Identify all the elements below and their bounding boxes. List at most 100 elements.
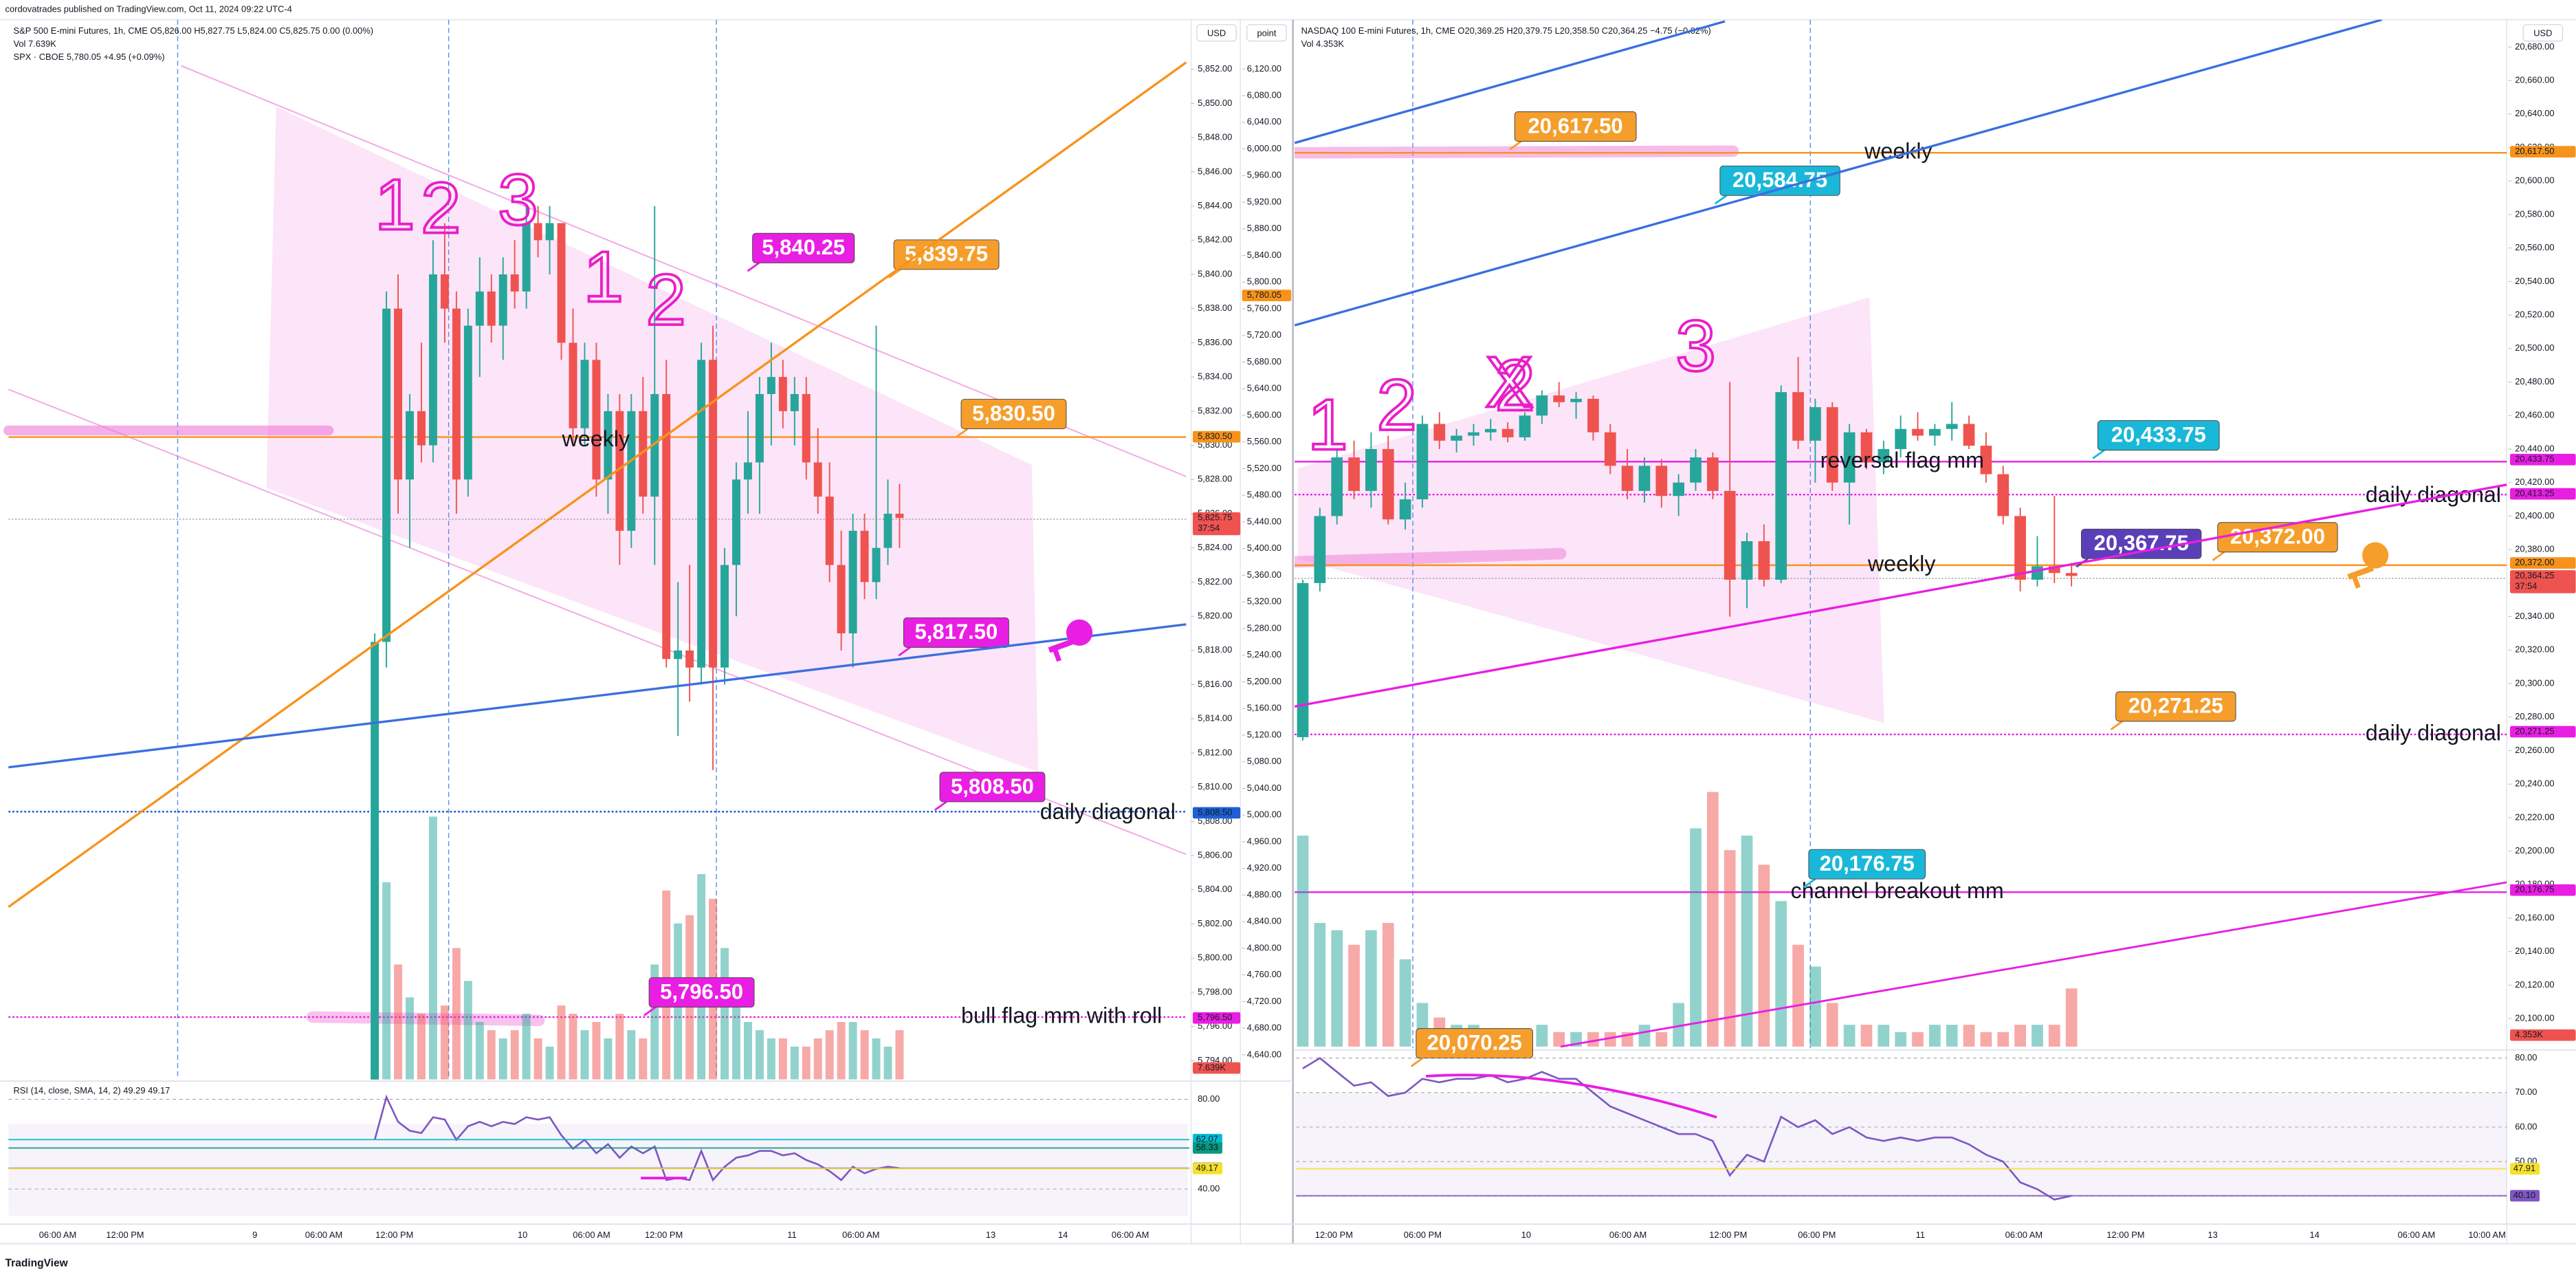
candle-body — [1946, 424, 1958, 429]
candle-body — [848, 530, 857, 633]
y2-tick-label: 5,880.00 — [1247, 223, 1281, 233]
y-tick-label: 20,520.00 — [2515, 309, 2554, 320]
price-box — [2115, 691, 2236, 722]
time-label: 06:00 AM — [1609, 1230, 1647, 1240]
y-tick-label: 20,160.00 — [2515, 912, 2554, 922]
candle-body — [1655, 466, 1668, 497]
y-tick-label: 20,480.00 — [2515, 376, 2554, 386]
annotation-text: daily diagonal — [2366, 720, 2501, 745]
rsi-line — [373, 1094, 900, 1182]
y-tick-label: 20,340.00 — [2515, 611, 2554, 621]
y-tick-label: 5,846.00 — [1198, 166, 1232, 176]
price-box — [2080, 528, 2202, 559]
volume-bar — [615, 1014, 624, 1080]
volume-bar — [1553, 1032, 1565, 1047]
axis-price-countdown: 37:54 — [1198, 523, 1220, 533]
axis-price-tag — [2510, 488, 2576, 500]
time-label: 12:00 PM — [375, 1230, 413, 1240]
annotation-text: daily diagonal — [2366, 482, 2501, 507]
y-tick-label: 5,822.00 — [1198, 576, 1232, 587]
axis-price-tag-label: 20,372.00 — [2515, 557, 2554, 567]
candle-body — [569, 342, 577, 428]
candle-body — [522, 223, 531, 292]
time-label: 13 — [2208, 1230, 2217, 1240]
candle-body — [1348, 457, 1360, 491]
volume-bar — [2032, 1025, 2043, 1047]
y-tick-label: 20,400.00 — [2515, 510, 2554, 521]
y2-tick-label: 5,760.00 — [1247, 303, 1281, 313]
y2-tick-label: 5,320.00 — [1247, 596, 1281, 607]
volume-bar — [1775, 901, 1787, 1047]
time-label: 10:00 AM — [2468, 1230, 2505, 1240]
price-box-label: 5,817.50 — [914, 620, 998, 644]
y-tick-label: 5,804.00 — [1198, 884, 1232, 894]
time-label: 11 — [787, 1230, 796, 1240]
y-tick-label: 20,640.00 — [2515, 108, 2554, 118]
volume-bar — [813, 1038, 822, 1080]
volume-bar — [545, 1046, 554, 1080]
volume-bar — [510, 1030, 519, 1080]
rsi-tag-label: 62.07 — [1196, 1133, 1218, 1144]
price-box-label: 20,070.25 — [1427, 1031, 1522, 1055]
y2-tick-label: 5,080.00 — [1247, 756, 1281, 766]
price-box-label: 5,808.50 — [951, 774, 1034, 798]
candle-body — [778, 377, 787, 411]
candle-body — [1690, 457, 1702, 483]
y-tick-label: 20,560.00 — [2515, 242, 2554, 252]
price-box — [752, 232, 855, 263]
volume-bar — [604, 1038, 613, 1080]
annotation-text: reversal flag mm — [1820, 448, 1984, 472]
y-tick-label: 20,540.00 — [2515, 276, 2554, 286]
candle-body — [1331, 457, 1343, 516]
volume-bar — [1297, 836, 1309, 1047]
rsi-line — [1302, 1057, 2072, 1201]
candle-body — [1553, 395, 1565, 402]
candle-body — [2065, 573, 2078, 576]
y2-tick-label: 5,960.00 — [1247, 170, 1281, 180]
time-label: 06:00 AM — [1112, 1230, 1149, 1240]
volume-bar — [1348, 944, 1360, 1047]
candle-body — [417, 411, 426, 446]
candle-body — [709, 360, 718, 668]
box-pointer — [1410, 1057, 1424, 1067]
handwritten-mark: 1 — [584, 237, 624, 318]
y2-tick-label: 5,480.00 — [1247, 490, 1281, 500]
y-tick-label: 5,842.00 — [1198, 235, 1232, 245]
axis-price-tag — [2510, 884, 2576, 896]
candle-body — [1809, 407, 1821, 441]
rsi-tag-label: 49.17 — [1196, 1163, 1218, 1173]
axis-price-tag — [2510, 570, 2576, 593]
time-label: 06:00 AM — [842, 1230, 879, 1240]
candle-body — [406, 411, 414, 480]
y2-tick-label: 4,960.00 — [1247, 836, 1281, 846]
axis-price-tag — [2510, 453, 2576, 466]
axis-title: point — [1257, 28, 1276, 38]
box-pointer — [2092, 449, 2105, 459]
price-box-label: 20,617.50 — [1528, 113, 1623, 138]
y2-tick-label: 5,160.00 — [1247, 703, 1281, 713]
time-label: 06:00 AM — [305, 1230, 342, 1240]
volume-bar — [1382, 923, 1394, 1047]
time-label: 9 — [252, 1230, 257, 1240]
volume-bar — [2065, 988, 2078, 1047]
volume-bar — [382, 882, 391, 1080]
candle-body — [1433, 424, 1446, 441]
y-tick-label: 20,500.00 — [2515, 342, 2554, 353]
volume-bar — [2048, 1025, 2060, 1047]
volume-tag-label: 4.353K — [2515, 1029, 2543, 1040]
y-tick-label: 20,680.00 — [2515, 41, 2554, 52]
volume-bar — [848, 1022, 857, 1080]
rsi-tick-label: 70.00 — [2515, 1087, 2537, 1097]
annotation-text: weekly — [561, 426, 630, 451]
candle-body — [1843, 432, 1856, 483]
y2-tick-label: 6,040.00 — [1247, 116, 1281, 127]
box-pointer — [643, 1006, 657, 1016]
candle-body — [498, 274, 507, 326]
candle-body — [837, 565, 846, 633]
publisher-bar: cordovatrades published on TradingView.c… — [5, 4, 292, 14]
candle-body — [1792, 392, 1804, 441]
time-label: 11 — [1916, 1230, 1925, 1240]
y-tick-label: 20,440.00 — [2515, 443, 2554, 453]
volume-bar — [1826, 1003, 1838, 1047]
y-tick-label: 20,300.00 — [2515, 677, 2554, 688]
